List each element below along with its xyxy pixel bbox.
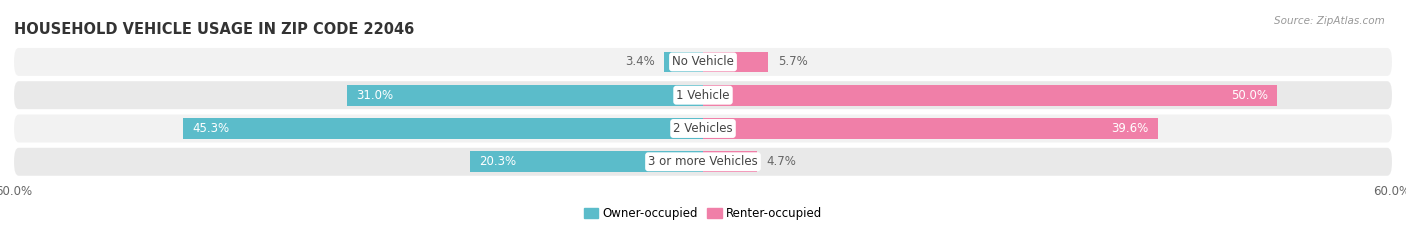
FancyBboxPatch shape [14, 48, 1392, 76]
Text: 45.3%: 45.3% [193, 122, 229, 135]
Bar [664, 51, 703, 72]
Text: 5.7%: 5.7% [778, 55, 807, 69]
Bar [703, 85, 1277, 106]
Bar [347, 85, 703, 106]
Bar [183, 118, 703, 139]
Text: HOUSEHOLD VEHICLE USAGE IN ZIP CODE 22046: HOUSEHOLD VEHICLE USAGE IN ZIP CODE 2204… [14, 22, 415, 37]
FancyBboxPatch shape [14, 114, 1392, 142]
Text: 4.7%: 4.7% [766, 155, 796, 168]
Bar [703, 51, 769, 72]
Text: 1 Vehicle: 1 Vehicle [676, 89, 730, 102]
Bar [703, 151, 756, 172]
FancyBboxPatch shape [14, 148, 1392, 176]
Text: 2 Vehicles: 2 Vehicles [673, 122, 733, 135]
Text: 50.0%: 50.0% [1230, 89, 1268, 102]
Text: 39.6%: 39.6% [1111, 122, 1149, 135]
Text: 3 or more Vehicles: 3 or more Vehicles [648, 155, 758, 168]
Legend: Owner-occupied, Renter-occupied: Owner-occupied, Renter-occupied [579, 202, 827, 225]
Text: Source: ZipAtlas.com: Source: ZipAtlas.com [1274, 16, 1385, 26]
FancyBboxPatch shape [14, 81, 1392, 109]
Bar [470, 151, 703, 172]
Text: 3.4%: 3.4% [626, 55, 655, 69]
Bar [703, 118, 1157, 139]
Text: 20.3%: 20.3% [479, 155, 516, 168]
Text: No Vehicle: No Vehicle [672, 55, 734, 69]
Text: 31.0%: 31.0% [356, 89, 394, 102]
